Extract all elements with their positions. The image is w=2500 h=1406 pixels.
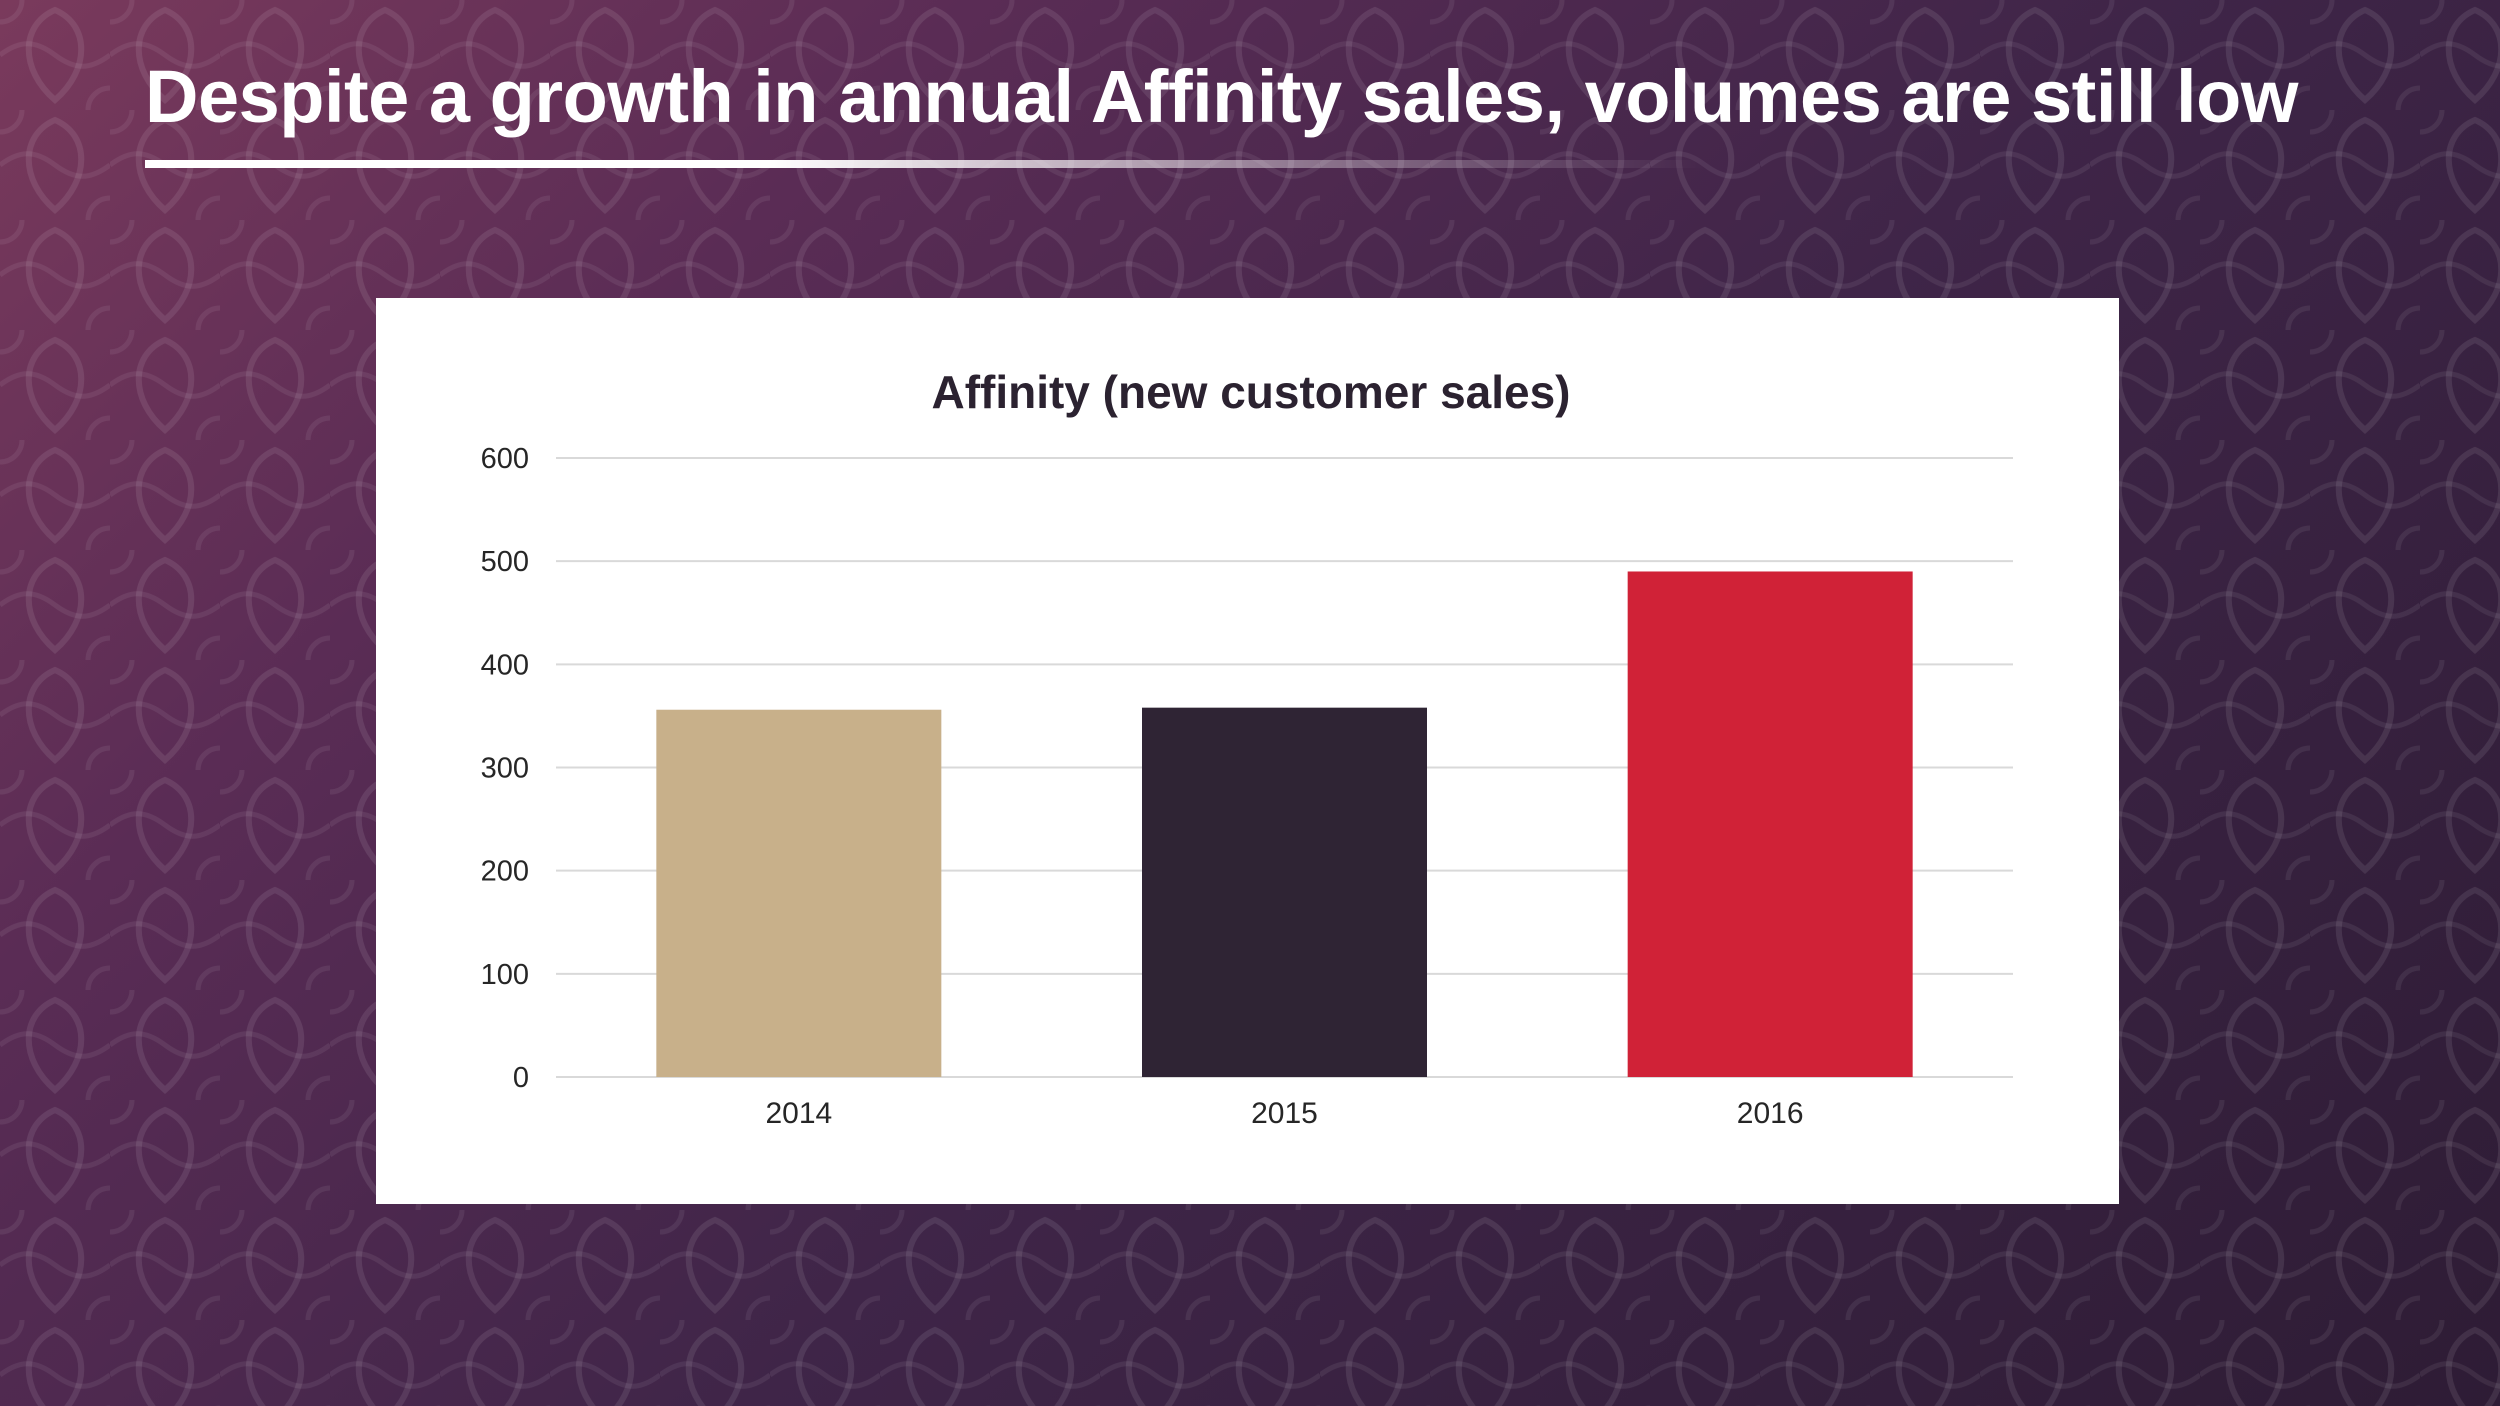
bar-2015 <box>1142 707 1427 1077</box>
bar-2014 <box>656 709 942 1077</box>
chart-panel: Affinity (new customer sales) 0 100 200 300… <box>376 298 2119 1204</box>
y-tick-label: 400 <box>481 649 529 681</box>
y-tick-label: 500 <box>481 546 529 578</box>
y-tick-label: 0 <box>513 1062 529 1094</box>
bar-2016 <box>1627 571 1913 1077</box>
x-tick-label: 2014 <box>765 1097 832 1130</box>
x-tick-label: 2016 <box>1737 1097 1804 1130</box>
y-tick-label: 600 <box>481 443 529 475</box>
slide-title: Despite a growth in annual Affinity sale… <box>145 55 2298 138</box>
y-tick-label: 100 <box>481 959 529 991</box>
chart-title: Affinity (new customer sales) <box>931 366 1570 418</box>
title-underline <box>145 160 1705 168</box>
x-tick-label: 2015 <box>1251 1097 1318 1130</box>
bar-chart: Affinity (new customer sales) 0 100 200 300… <box>481 366 2013 1130</box>
y-tick-label: 300 <box>481 753 529 785</box>
y-tick-label: 200 <box>481 856 529 888</box>
